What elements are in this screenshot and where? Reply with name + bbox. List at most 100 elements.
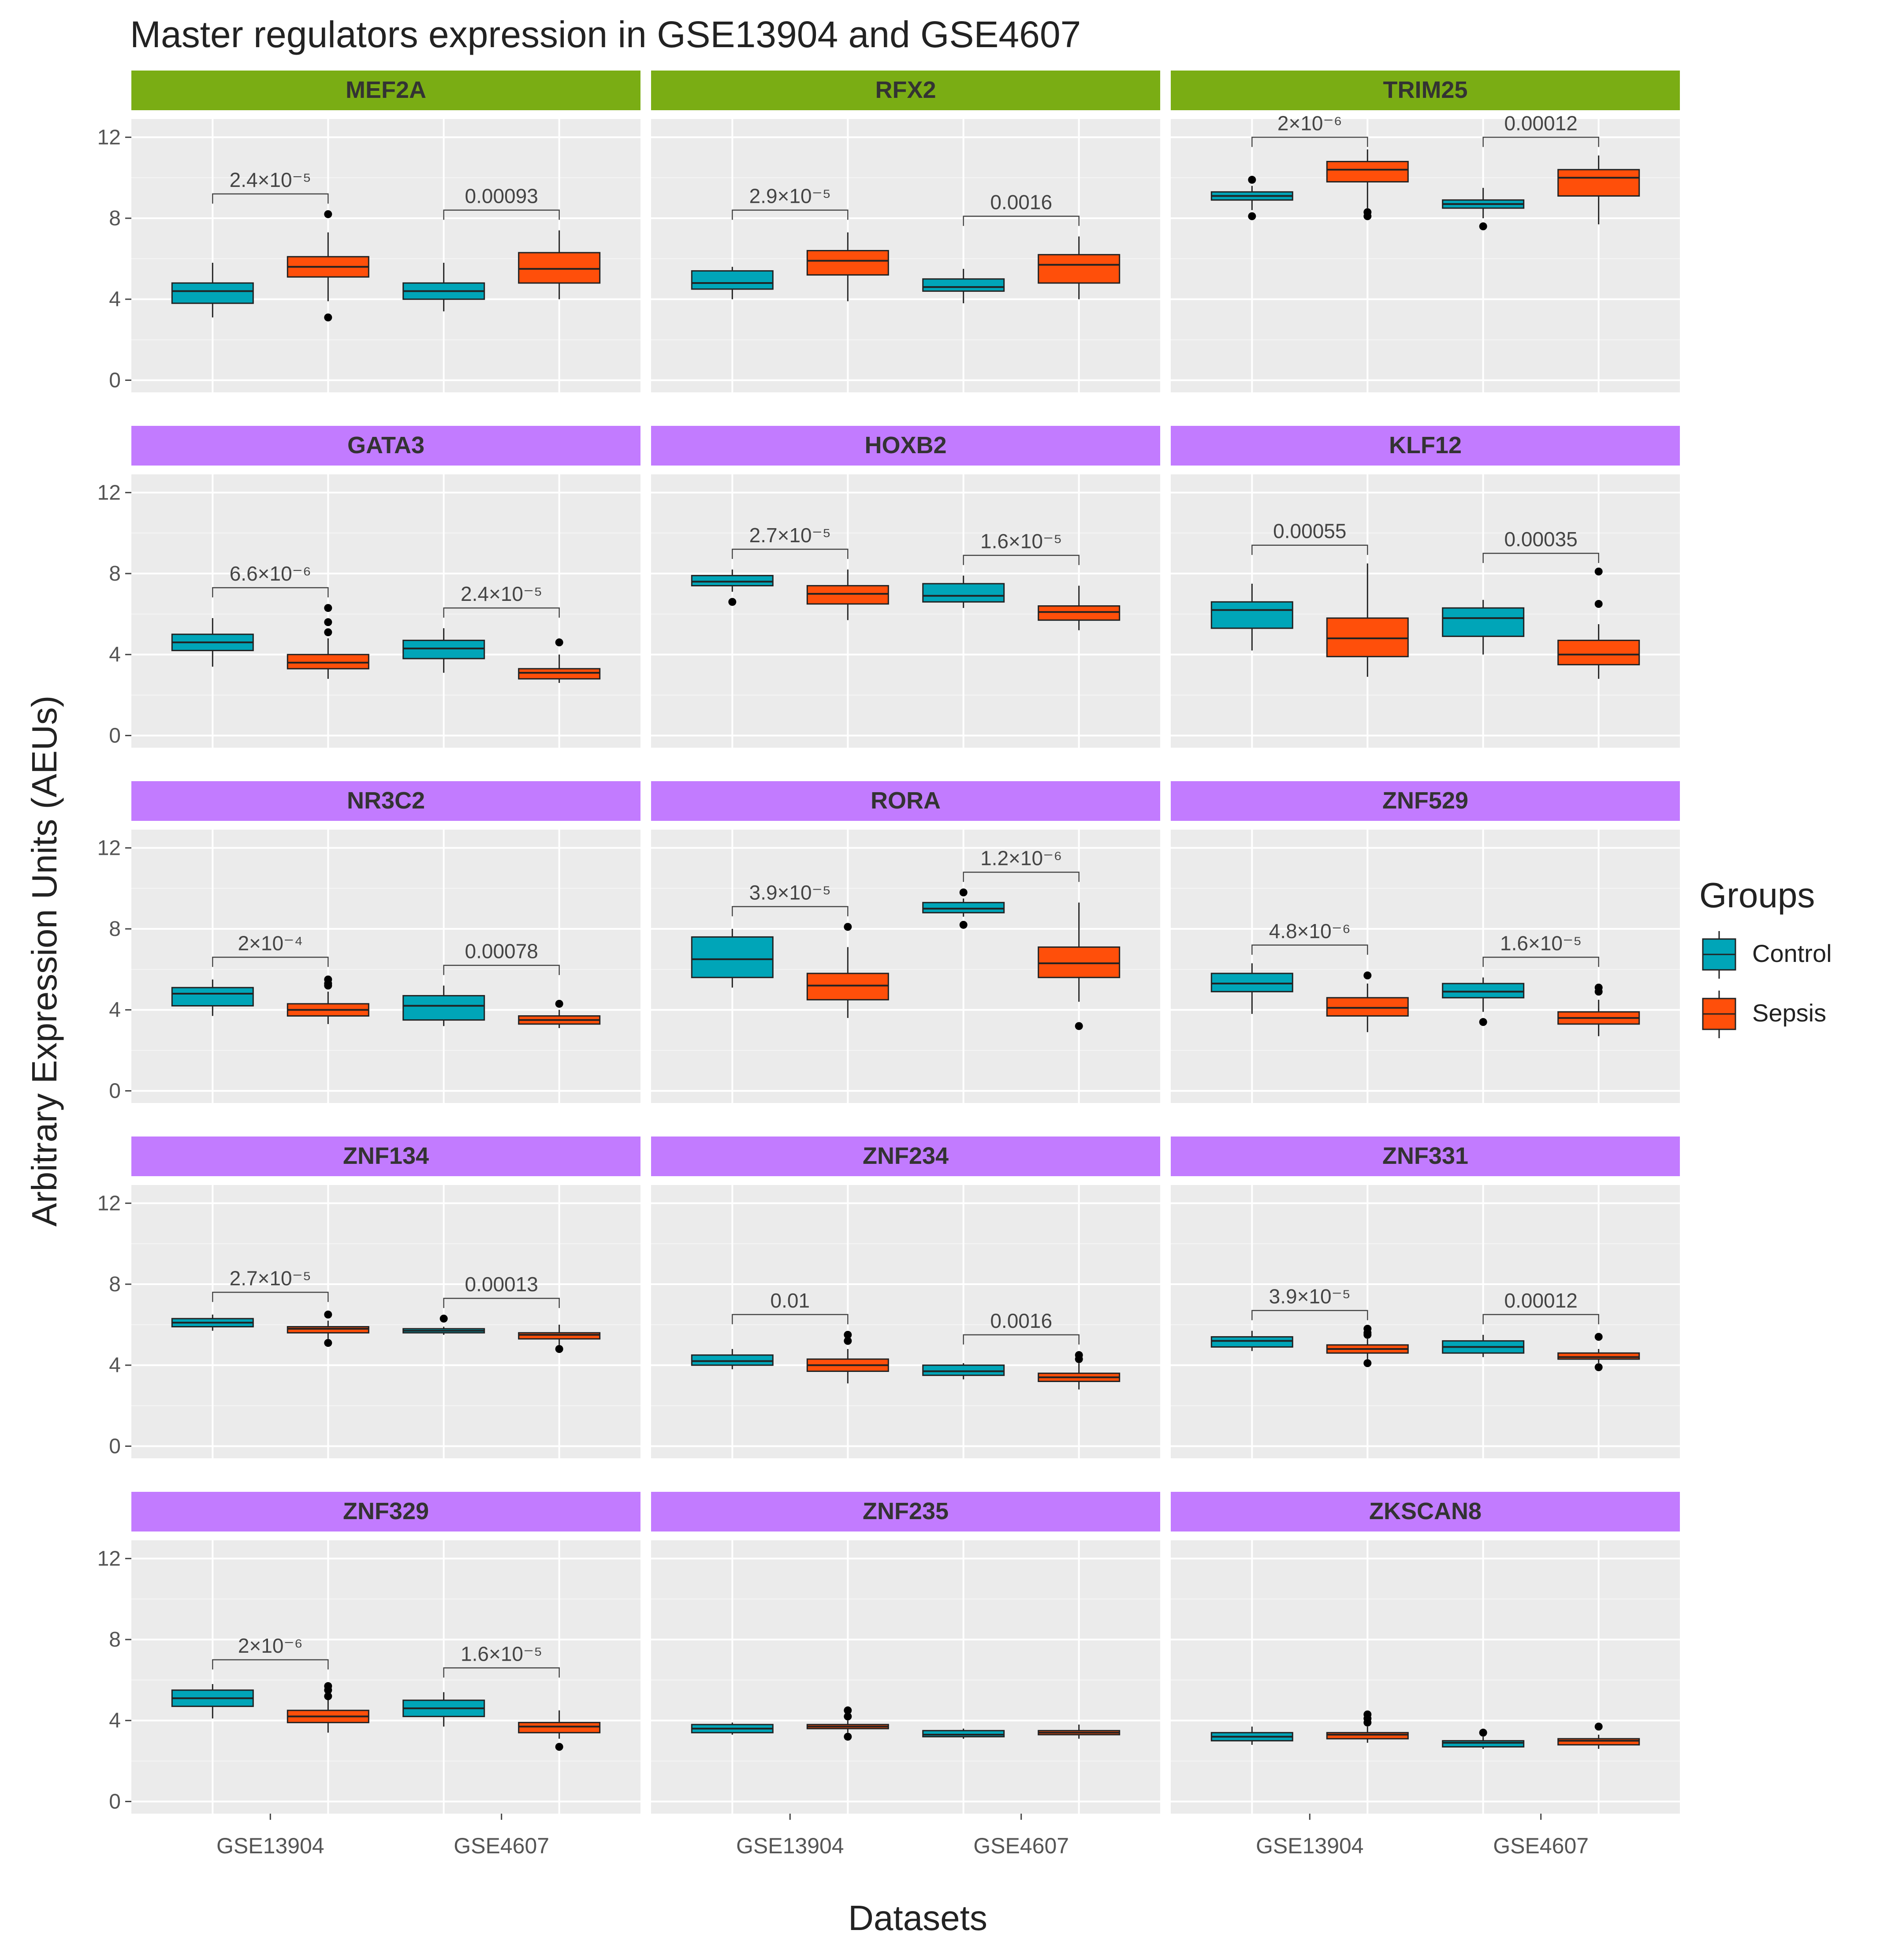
outlier-point: [439, 1315, 448, 1323]
box-gse4607-control: [402, 985, 485, 1026]
box-gse13904-sepsis: [806, 569, 889, 620]
pvalue-bracket: 0.00013: [443, 1273, 560, 1308]
pvalue-bracket: 2×10⁻⁴: [212, 932, 329, 967]
panel-strip: [1171, 1137, 1680, 1176]
bracket-line: [212, 587, 329, 598]
pvalue-label: 2.4×10⁻⁵: [230, 168, 311, 191]
outlier-point: [324, 1310, 332, 1319]
box-gse4607-sepsis: [1557, 1722, 1640, 1749]
panel-znf529: ZNF529 4.8×10⁻⁶ 1.6×10⁻⁵: [1171, 781, 1680, 1103]
box-body: [1210, 601, 1293, 629]
pvalue-bracket: 0.0016: [963, 1309, 1080, 1345]
pvalue-label: 2×10⁻⁶: [238, 1634, 303, 1657]
y-tick-label: 0: [109, 369, 121, 392]
panel-strip-label: ZNF529: [1382, 787, 1468, 814]
panel-klf12: KLF12 0.00055 0.00035: [1171, 426, 1680, 748]
box-gse4607-control: [922, 1729, 1005, 1739]
bracket-line: [212, 957, 329, 967]
box-body: [922, 902, 1005, 913]
outlier-point: [844, 1733, 852, 1741]
outlier-point: [1594, 1333, 1603, 1341]
pvalue-bracket: 2.9×10⁻⁵: [732, 185, 849, 220]
y-tick-label: 8: [109, 1628, 121, 1651]
bracket-line: [212, 1292, 329, 1302]
box-body: [806, 250, 889, 276]
panel-strip: [131, 781, 640, 821]
box-gse13904-control: [171, 1314, 254, 1331]
legend-title: Groups: [1699, 876, 1815, 915]
y-tick-label: 12: [97, 481, 121, 504]
box-body: [1038, 254, 1121, 284]
bracket-line: [963, 216, 1080, 226]
bracket-line: [212, 1659, 329, 1669]
y-tick-label: 4: [109, 643, 121, 667]
y-tick-label: 4: [109, 999, 121, 1022]
y-tick-label: 4: [109, 288, 121, 311]
pvalue-bracket: 2×10⁻⁶: [212, 1634, 329, 1669]
box-body: [1326, 997, 1409, 1017]
pvalue-label: 2.7×10⁻⁵: [749, 524, 831, 547]
panel-rora: RORA 3.9×10⁻⁵ 1.2×10⁻⁶: [651, 781, 1160, 1103]
plot-background: [1171, 119, 1680, 392]
box-gse13904-control: [171, 1684, 254, 1719]
outlier-point: [1075, 1355, 1083, 1363]
box-gse13904-control: [1210, 1726, 1293, 1745]
box-gse13904-control: [691, 1349, 774, 1369]
outlier-point: [324, 313, 332, 322]
panel-strip-label: ZKSCAN8: [1369, 1498, 1482, 1524]
bracket-line: [443, 209, 560, 220]
box-gse13904-control: [171, 979, 254, 1016]
box-body: [1326, 160, 1409, 183]
panel-hoxb2: HOXB2 2.7×10⁻⁵ 1.6×10⁻⁵: [651, 426, 1160, 748]
panel-znf234: ZNF234 0.01 0.0016: [651, 1137, 1160, 1458]
panel-strip-label: TRIM25: [1383, 77, 1467, 103]
panel-strip-label: RFX2: [875, 77, 936, 103]
box-gse4607-control: [922, 1363, 1005, 1379]
box-gse13904-sepsis: [1326, 563, 1409, 677]
panel-strip-label: NR3C2: [347, 787, 425, 814]
bracket-line: [732, 906, 849, 917]
box-body: [806, 973, 889, 1001]
panel-strip: [651, 1492, 1160, 1531]
y-tick-label: 0: [109, 724, 121, 747]
panel-gata3: GATA3 0 4 8 12 6.6×10⁻⁶ 2.4×10⁻⁵: [97, 426, 640, 748]
legend-label: Sepsis: [1752, 999, 1826, 1027]
panel-trim25: TRIM25 2×10⁻⁶ 0.00012: [1171, 71, 1680, 392]
box-gse4607-sepsis: [1038, 236, 1121, 299]
pvalue-bracket: 0.00093: [443, 185, 560, 220]
box-body: [1557, 640, 1640, 666]
bracket-line: [732, 1314, 849, 1324]
y-tick-label: 12: [97, 126, 121, 149]
box-gse13904-sepsis: [1326, 971, 1409, 1032]
box-body: [1442, 983, 1525, 999]
box-gse4607-control: [922, 268, 1005, 303]
pvalue-bracket: 0.0016: [963, 190, 1080, 226]
pvalue-bracket: 0.00012: [1482, 1289, 1599, 1324]
box-body: [922, 1730, 1005, 1737]
box-body: [1442, 1740, 1525, 1748]
pvalue-bracket: 1.6×10⁻⁵: [963, 530, 1080, 565]
panel-strip-label: ZNF329: [343, 1498, 429, 1524]
legend-label: Control: [1752, 939, 1832, 967]
outlier-point: [324, 604, 332, 612]
bracket-line: [1482, 1314, 1599, 1324]
outlier-point: [555, 1743, 563, 1751]
pvalue-label: 4.8×10⁻⁶: [1269, 920, 1351, 943]
pvalue-label: 3.9×10⁻⁵: [1269, 1285, 1351, 1308]
box-body: [518, 1722, 601, 1733]
box-gse13904-control: [691, 1722, 774, 1735]
box-gse4607-sepsis: [1038, 902, 1121, 1030]
bracket-line: [963, 872, 1080, 882]
outlier-point: [1479, 222, 1487, 231]
box-body: [402, 995, 485, 1021]
outlier-point: [555, 638, 563, 647]
box-gse13904-sepsis: [287, 1682, 369, 1733]
outlier-point: [1363, 1330, 1372, 1339]
box-body: [402, 640, 485, 660]
box-gse4607-control: [402, 263, 485, 312]
pvalue-label: 0.00078: [465, 940, 538, 963]
box-gse4607-control: [1442, 1729, 1525, 1749]
box-gse4607-sepsis: [1557, 984, 1640, 1036]
box-body: [806, 585, 889, 605]
pvalue-label: 0.00012: [1504, 1289, 1578, 1312]
